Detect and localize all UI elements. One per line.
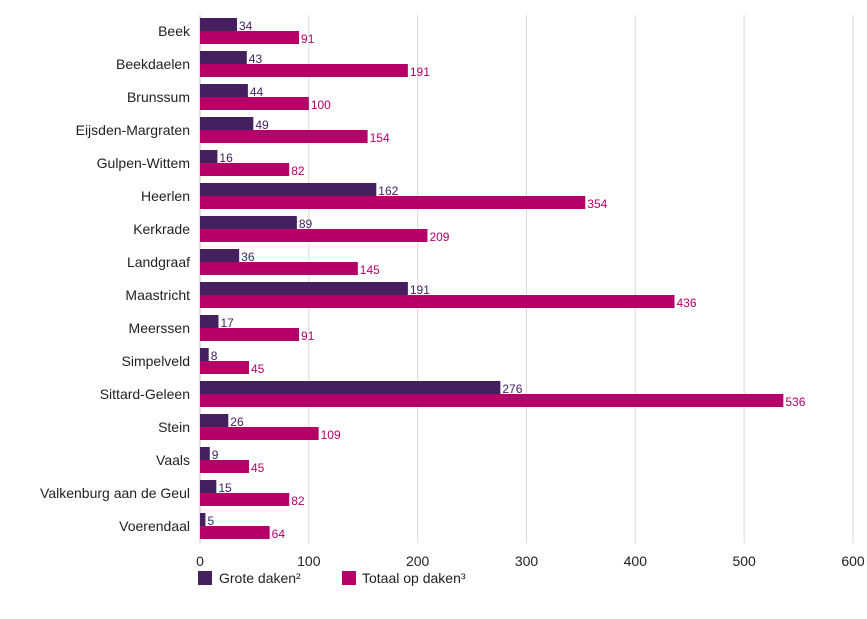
value-label-sittard-geleen-grote-daken: 276 xyxy=(502,382,522,396)
bar-beek-totaal-op-daken xyxy=(200,31,300,44)
x-tick-label-400: 400 xyxy=(624,553,648,569)
bar-landgraaf-totaal-op-daken xyxy=(200,262,358,275)
value-label-eijsden-margraten-grote-daken: 49 xyxy=(255,118,269,132)
bar-gulpen-wittem-grote-daken xyxy=(200,150,218,163)
gridlines xyxy=(199,15,854,543)
bar-sittard-geleen-grote-daken xyxy=(200,381,501,394)
x-tick-label-100: 100 xyxy=(297,553,321,569)
value-label-heerlen-grote-daken: 162 xyxy=(378,184,398,198)
value-label-valkenburg-aan-de-geul-grote-daken: 15 xyxy=(218,481,232,495)
legend-swatch-totaal-op-daken xyxy=(342,571,356,585)
bar-vaals-grote-daken xyxy=(200,447,210,460)
bar-voerendaal-grote-daken xyxy=(200,513,206,526)
value-label-voerendaal-totaal-op-daken: 64 xyxy=(272,527,286,541)
category-label-stein: Stein xyxy=(158,419,190,435)
category-label-voerendaal: Voerendaal xyxy=(119,518,190,534)
value-label-landgraaf-totaal-op-daken: 145 xyxy=(360,263,380,277)
bar-maastricht-grote-daken xyxy=(200,282,408,295)
x-tick-label-600: 600 xyxy=(841,553,865,569)
x-tick-label-300: 300 xyxy=(515,553,539,569)
category-label-meerssen: Meerssen xyxy=(129,320,190,336)
value-label-beekdaelen-totaal-op-daken: 191 xyxy=(410,65,430,79)
value-label-brunssum-totaal-op-daken: 100 xyxy=(311,98,331,112)
value-label-gulpen-wittem-totaal-op-daken: 82 xyxy=(291,164,305,178)
value-label-valkenburg-aan-de-geul-totaal-op-daken: 82 xyxy=(291,494,305,508)
x-tick-label-500: 500 xyxy=(732,553,756,569)
category-label-valkenburg-aan-de-geul: Valkenburg aan de Geul xyxy=(40,485,190,501)
legend-label-totaal-op-daken: Totaal op daken³ xyxy=(362,570,466,586)
value-label-simpelveld-totaal-op-daken: 45 xyxy=(251,362,265,376)
bar-simpelveld-grote-daken xyxy=(200,348,209,361)
value-label-kerkrade-totaal-op-daken: 209 xyxy=(429,230,449,244)
legend-swatch-grote-daken xyxy=(198,571,212,585)
category-label-landgraaf: Landgraaf xyxy=(127,254,190,270)
bar-gulpen-wittem-totaal-op-daken xyxy=(200,163,290,176)
legend-label-grote-daken: Grote daken² xyxy=(219,570,301,586)
bar-beek-grote-daken xyxy=(200,18,238,31)
category-label-beekdaelen: Beekdaelen xyxy=(116,56,190,72)
bar-heerlen-grote-daken xyxy=(200,183,377,196)
category-label-simpelveld: Simpelveld xyxy=(122,353,190,369)
value-label-brunssum-grote-daken: 44 xyxy=(250,85,264,99)
bar-eijsden-margraten-grote-daken xyxy=(200,117,254,130)
bar-landgraaf-grote-daken xyxy=(200,249,240,262)
value-label-kerkrade-grote-daken: 89 xyxy=(299,217,313,231)
legend: Grote daken² Totaal op daken³ xyxy=(198,570,466,586)
bar-beekdaelen-totaal-op-daken xyxy=(200,64,408,77)
bar-kerkrade-totaal-op-daken xyxy=(200,229,428,242)
bars: 3491431914410049154168216235489209361451… xyxy=(200,18,806,541)
value-label-stein-totaal-op-daken: 109 xyxy=(321,428,341,442)
value-label-gulpen-wittem-grote-daken: 16 xyxy=(219,151,233,165)
bar-valkenburg-aan-de-geul-totaal-op-daken xyxy=(200,493,290,506)
category-label-sittard-geleen: Sittard-Geleen xyxy=(100,386,190,402)
x-tick-labels: 0 100 200 300 400 500 600 xyxy=(196,553,865,569)
bar-brunssum-totaal-op-daken xyxy=(200,97,309,110)
value-label-beek-grote-daken: 34 xyxy=(239,19,253,33)
bar-stein-totaal-op-daken xyxy=(200,427,319,440)
bar-sittard-geleen-totaal-op-daken xyxy=(200,394,784,407)
value-label-landgraaf-grote-daken: 36 xyxy=(241,250,255,264)
bar-eijsden-margraten-totaal-op-daken xyxy=(200,130,368,143)
value-label-beekdaelen-grote-daken: 43 xyxy=(249,52,263,66)
value-label-beek-totaal-op-daken: 91 xyxy=(301,32,315,46)
value-label-maastricht-totaal-op-daken: 436 xyxy=(677,296,697,310)
value-label-vaals-totaal-op-daken: 45 xyxy=(251,461,265,475)
bar-valkenburg-aan-de-geul-grote-daken xyxy=(200,480,217,493)
category-label-kerkrade: Kerkrade xyxy=(133,221,190,237)
value-label-vaals-grote-daken: 9 xyxy=(212,448,219,462)
bar-beekdaelen-grote-daken xyxy=(200,51,247,64)
value-label-eijsden-margraten-totaal-op-daken: 154 xyxy=(370,131,390,145)
category-label-maastricht: Maastricht xyxy=(125,287,190,303)
value-label-stein-grote-daken: 26 xyxy=(230,415,244,429)
bar-voerendaal-totaal-op-daken xyxy=(200,526,270,539)
category-labels: Beek Beekdaelen Brunssum Eijsden-Margraten G… xyxy=(40,23,191,534)
value-label-simpelveld-grote-daken: 8 xyxy=(211,349,218,363)
x-tick-label-0: 0 xyxy=(196,553,204,569)
category-label-heerlen: Heerlen xyxy=(141,188,190,204)
bar-maastricht-totaal-op-daken xyxy=(200,295,675,308)
bar-brunssum-grote-daken xyxy=(200,84,248,97)
category-label-eijsden-margraten: Eijsden-Margraten xyxy=(76,122,190,138)
value-label-meerssen-grote-daken: 17 xyxy=(221,316,235,330)
category-label-brunssum: Brunssum xyxy=(127,89,190,105)
bar-simpelveld-totaal-op-daken xyxy=(200,361,249,374)
bar-meerssen-grote-daken xyxy=(200,315,219,328)
bar-vaals-totaal-op-daken xyxy=(200,460,249,473)
value-label-heerlen-totaal-op-daken: 354 xyxy=(587,197,607,211)
x-tick-label-200: 200 xyxy=(406,553,430,569)
value-label-maastricht-grote-daken: 191 xyxy=(410,283,430,297)
category-label-gulpen-wittem: Gulpen-Wittem xyxy=(97,155,190,171)
bar-kerkrade-grote-daken xyxy=(200,216,297,229)
category-label-beek: Beek xyxy=(158,23,191,39)
bar-stein-grote-daken xyxy=(200,414,229,427)
category-label-vaals: Vaals xyxy=(156,452,190,468)
value-label-meerssen-totaal-op-daken: 91 xyxy=(301,329,315,343)
bar-meerssen-totaal-op-daken xyxy=(200,328,300,341)
bar-heerlen-totaal-op-daken xyxy=(200,196,586,209)
value-label-sittard-geleen-totaal-op-daken: 536 xyxy=(785,395,805,409)
value-label-voerendaal-grote-daken: 5 xyxy=(207,514,214,528)
